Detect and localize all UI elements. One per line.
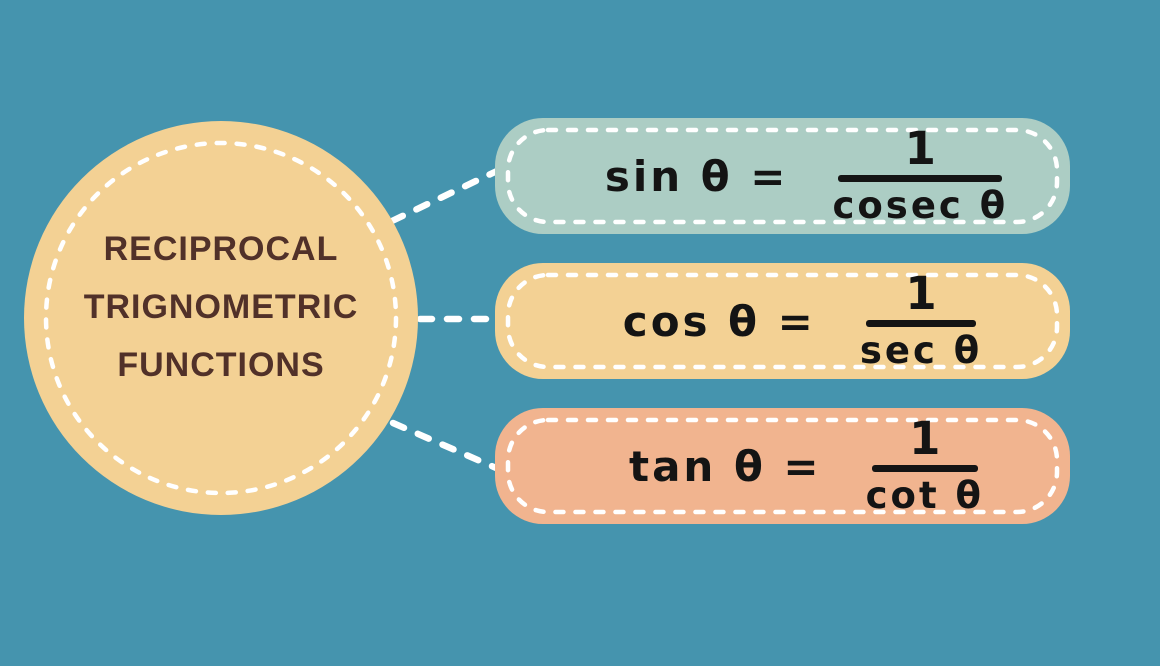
formula-sin-lhs: sin θ =: [604, 151, 789, 201]
formula-cos-lhs: cos θ =: [622, 296, 816, 346]
center-title-line-2: TRIGNOMETRIC: [83, 288, 359, 326]
pill-tan-background: [495, 408, 1070, 524]
formula-sin-numerator: 1: [904, 121, 936, 175]
pill-sin-dashed-border: [505, 127, 1060, 225]
formula-tan-lhs: tan θ =: [629, 441, 822, 491]
formula-sin-denominator: cosec θ: [832, 183, 1009, 227]
formula-tan-denominator: cot θ: [865, 473, 984, 517]
formula-cos-denominator: sec θ: [859, 328, 983, 372]
formula-cos-numerator: 1: [905, 266, 937, 320]
pill-cos-background: [495, 263, 1070, 379]
formula-tan-fraction: 1 cot θ: [848, 411, 1002, 517]
formula-cos: cos θ = 1 sec θ: [524, 263, 1099, 379]
formula-sin-fraction: 1 cosec θ: [814, 121, 1026, 227]
formula-sin: sin θ = 1 cosec θ: [528, 118, 1103, 234]
pill-sin-background: [495, 118, 1070, 234]
center-circle-dashed-ring: [43, 140, 399, 496]
formula-cos-fraction: 1 sec θ: [842, 266, 1000, 372]
pill-tan-dashed-border: [505, 417, 1060, 515]
formula-tan-fraction-bar: [871, 464, 978, 472]
connector-line-tan: [389, 419, 507, 475]
pill-cos-dashed-border: [505, 272, 1060, 370]
formula-tan: tan θ = 1 cot θ: [528, 408, 1103, 524]
center-title: RECIPROCAL TRIGNOMETRIC FUNCTIONS: [24, 122, 418, 514]
connector-line-sin: [388, 166, 503, 225]
formula-cos-fraction-bar: [865, 319, 977, 327]
center-title-line-3: FUNCTIONS: [117, 346, 325, 384]
formula-sin-fraction-bar: [838, 174, 1003, 182]
center-title-line-1: RECIPROCAL: [103, 230, 339, 268]
center-circle: [24, 121, 418, 515]
formula-tan-numerator: 1: [909, 411, 941, 465]
